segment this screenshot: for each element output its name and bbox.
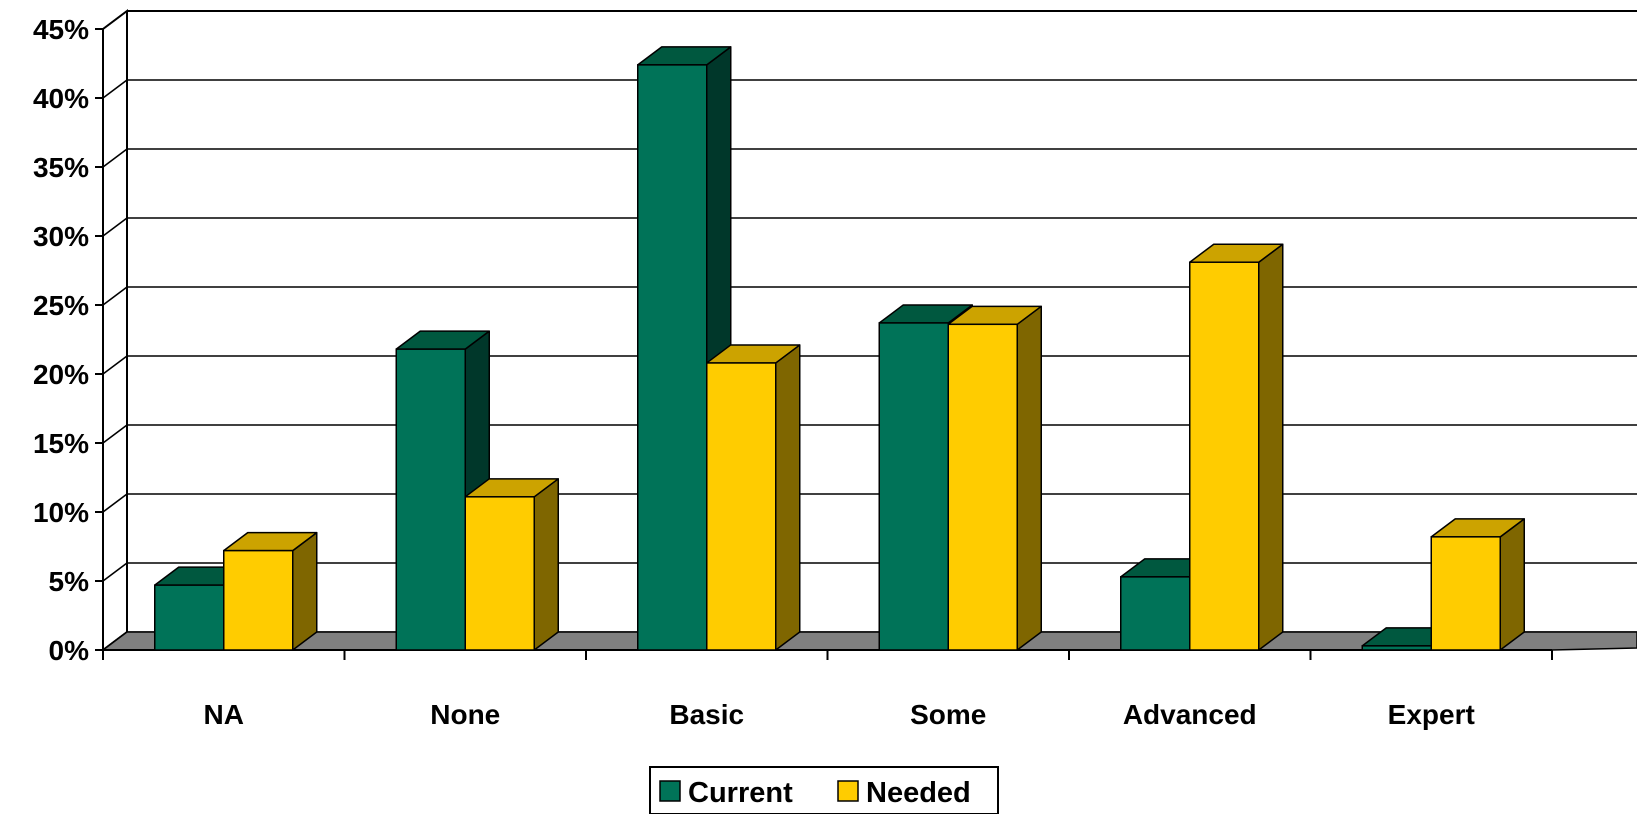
gridline-depth <box>102 562 128 582</box>
bars <box>154 46 1525 651</box>
legend-box <box>649 766 999 814</box>
bar-side <box>292 531 318 651</box>
x-tick-label: None <box>430 699 500 730</box>
bar-front <box>395 348 466 651</box>
gridline-depth <box>102 286 128 306</box>
bar-needed-some <box>947 305 1042 651</box>
y-tick-label: 0% <box>49 635 90 666</box>
gridline-depth <box>102 217 128 237</box>
y-tick-label: 15% <box>33 428 89 459</box>
bar-needed-advanced <box>1189 243 1284 651</box>
bar-needed-na <box>223 531 318 651</box>
bar-front <box>1430 536 1501 651</box>
y-tick-label: 45% <box>33 14 89 45</box>
gridline-depth <box>102 10 128 30</box>
bar-side <box>533 478 559 651</box>
x-tick-label: Some <box>910 699 986 730</box>
y-tick-label: 35% <box>33 152 89 183</box>
bar-front <box>223 549 294 651</box>
y-tick-label: 10% <box>33 497 89 528</box>
legend: Current Needed <box>649 766 999 814</box>
x-axis: NA None Basic Some Advanced Expert <box>102 649 1553 730</box>
x-tick-label: Expert <box>1388 699 1475 730</box>
bar-front <box>1189 261 1260 651</box>
x-tick-label: Advanced <box>1123 699 1257 730</box>
x-tick-label: Basic <box>669 699 744 730</box>
bar-side <box>1499 518 1525 651</box>
bar-front <box>706 362 777 651</box>
bar-side <box>1016 305 1042 651</box>
gridline-depth <box>102 79 128 99</box>
bar-side <box>1258 243 1284 651</box>
gridline-depth <box>102 355 128 375</box>
gridline-depth <box>102 493 128 513</box>
y-tick-label: 30% <box>33 221 89 252</box>
legend-swatch-current <box>659 780 681 802</box>
bar-front <box>878 322 949 651</box>
bar-front <box>637 64 708 651</box>
bar-front <box>947 323 1018 651</box>
bar-needed-expert <box>1430 518 1525 651</box>
bar-front <box>464 496 535 651</box>
y-tick-label: 5% <box>49 566 90 597</box>
bar-front <box>1120 576 1191 651</box>
legend-swatch-needed <box>837 780 859 802</box>
y-tick-label: 25% <box>33 290 89 321</box>
bar-front <box>154 584 225 651</box>
bar-needed-basic <box>706 344 801 651</box>
gridlines <box>102 10 1637 651</box>
side-wall <box>102 9 128 652</box>
legend-label-needed: Needed <box>866 777 971 809</box>
y-axis: 0% 5% 10% 15% 20% 25% 30% 35% 40% 45% <box>33 14 104 666</box>
y-tick-label: 40% <box>33 83 89 114</box>
y-tick-label: 20% <box>33 359 89 390</box>
bar-side <box>775 344 801 651</box>
legend-label-current: Current <box>688 777 793 809</box>
gridline-depth <box>102 148 128 168</box>
bar-front <box>1361 645 1432 651</box>
bar-needed-none <box>464 478 559 651</box>
x-tick-label: NA <box>204 699 244 730</box>
gridline-depth <box>102 424 128 444</box>
chart-walls <box>102 9 1637 652</box>
